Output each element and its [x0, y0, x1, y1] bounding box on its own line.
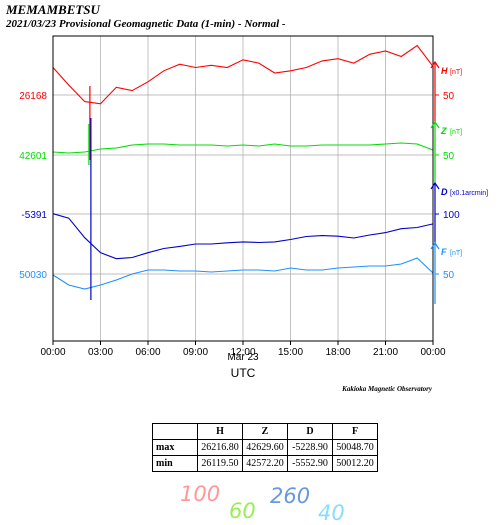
series-line-z: [52, 142, 434, 154]
x-axis-label: UTC: [231, 366, 256, 380]
right-tick-label: 50: [443, 270, 455, 281]
scale-label-z: 60: [229, 499, 256, 523]
x-tick-label: 00:00: [420, 347, 445, 358]
stats-cell: 50012.20: [332, 455, 378, 472]
scale-label-d: 260: [270, 484, 311, 508]
axis-arrow-icon: [430, 120, 440, 129]
baseline-label-h: 26168: [19, 91, 47, 102]
series-unit: [nT]: [450, 129, 462, 136]
series-line-f: [52, 257, 434, 290]
stats-corner: [152, 423, 198, 440]
stats-row-min: min 26119.50 42572.20 -5552.90 50012.20: [152, 455, 378, 472]
stats-header-h: H: [197, 423, 243, 440]
stats-header-d: D: [287, 423, 333, 440]
stats-cell: -5552.90: [287, 455, 333, 472]
x-tick-label: 06:00: [135, 347, 160, 358]
series-name-f: F: [441, 247, 447, 257]
x-tick-label: 18:00: [325, 347, 350, 358]
stats-cell: 26216.80: [197, 439, 243, 456]
series-unit: [nT]: [450, 250, 462, 257]
x-sublabel: Mar 23: [227, 352, 259, 363]
series-name-z: Z: [440, 126, 447, 136]
right-tick-label: 50: [443, 91, 455, 102]
x-tick-label: 12:00: [230, 347, 255, 358]
x-tick-label: 15:00: [278, 347, 303, 358]
x-axis-ticks: 00:00 03:00 06:00 09:00 12:00 15:00 18:00 21:00…: [40, 341, 446, 358]
stats-cell: 26119.50: [197, 455, 243, 472]
series-lines: [52, 44, 434, 300]
left-baseline-labels: 26168 42601 -5391 50030: [19, 91, 47, 281]
stats-header-z: Z: [242, 423, 288, 440]
x-tick-label: 00:00: [40, 347, 65, 358]
chart-subtitle: 2021/03/23 Provisional Geomagnetic Data …: [6, 18, 286, 30]
stats-row-label: min: [152, 455, 198, 472]
grid-lines: [53, 36, 433, 341]
stats-row-label: max: [152, 439, 198, 456]
baseline-label-z: 42601: [19, 151, 47, 162]
stats-cell: 42629.60: [242, 439, 288, 456]
axis-arrow-icon: [430, 181, 440, 190]
series-line-d: [52, 213, 434, 260]
stats-row-max: max 26216.80 42629.60 -5228.90 50048.70: [152, 439, 378, 456]
stats-header-f: F: [332, 423, 378, 440]
stats-cell: 42572.20: [242, 455, 288, 472]
x-tick-label: 09:00: [183, 347, 208, 358]
station-name: MEMAMBETSU: [6, 2, 100, 17]
baseline-label-d: -5391: [21, 210, 47, 221]
x-tick-label: 21:00: [373, 347, 398, 358]
series-name-h: H: [441, 66, 448, 76]
stats-header-row: H Z D F: [152, 423, 378, 440]
baseline-label-f: 50030: [19, 270, 47, 281]
axis-arrow-icon: [430, 241, 440, 250]
stats-table: H Z D F max 26216.80 42629.60 -5228.90 5…: [152, 423, 378, 472]
right-tick-label: 50: [443, 151, 455, 162]
series-name-d: D: [441, 187, 448, 197]
stats-cell: 50048.70: [332, 439, 378, 456]
axis-arrow-icon: [430, 60, 440, 69]
scale-label-h: 100: [180, 482, 221, 506]
stats-cell: -5228.90: [287, 439, 333, 456]
right-tick-label: 100: [443, 210, 460, 221]
series-unit: [nT]: [450, 69, 462, 76]
x-tick-label: 03:00: [88, 347, 113, 358]
scale-label-f: 40: [318, 501, 345, 525]
series-unit: [x0.1arcmin]: [450, 190, 488, 197]
credit-text: Kakioka Magnetic Observatory: [341, 385, 433, 393]
series-line-h: [52, 44, 434, 105]
